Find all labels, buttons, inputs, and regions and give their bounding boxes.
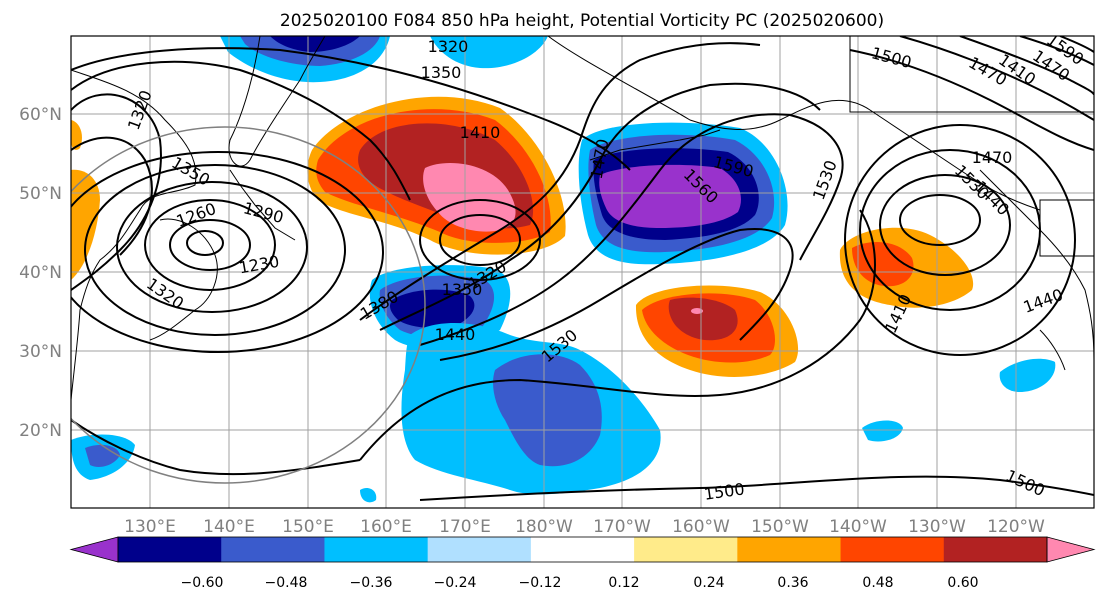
pv-negative-hawaii-east xyxy=(862,420,903,442)
colorbar-swatch xyxy=(427,537,532,562)
lon-label: 170°W xyxy=(593,517,651,537)
pv-negative-south xyxy=(401,322,661,495)
lon-label: 140°E xyxy=(203,517,255,537)
map-area: 1320 1350 1320 1350 1260 1290 1230 1320 … xyxy=(71,36,1094,508)
contour-label: 1350 xyxy=(442,280,483,299)
colorbar-tick-label: 0.12 xyxy=(608,575,639,591)
lon-label: 160°E xyxy=(360,517,412,537)
pv-negative-aleutian xyxy=(578,122,788,265)
colorbar-swatches xyxy=(69,536,1096,563)
lat-label: 20°N xyxy=(19,421,62,441)
colorbar-tick-label: 0.60 xyxy=(947,575,978,591)
lon-label: 150°W xyxy=(751,517,809,537)
lat-label: 30°N xyxy=(19,342,62,362)
colorbar-swatch xyxy=(324,537,429,562)
coast-alaska xyxy=(547,36,1041,211)
colorbar-tick-label: 0.48 xyxy=(862,575,893,591)
colorbar-swatch xyxy=(737,537,842,562)
lon-label: 160°W xyxy=(672,517,730,537)
figure-title: 2025020100 F084 850 hPa height, Potentia… xyxy=(280,11,884,31)
coast-aleutians xyxy=(589,129,721,161)
colorbar-tick-label: −0.12 xyxy=(519,575,562,591)
lat-label: 60°N xyxy=(19,105,62,125)
contour-label: 1350 xyxy=(421,63,462,82)
colorbar-swatch xyxy=(221,537,325,562)
lon-label: 180°W xyxy=(515,517,573,537)
pv-positive-west-edge xyxy=(71,120,100,280)
colorbar-tick-label: −0.36 xyxy=(350,575,393,591)
colorbar-arrow-high xyxy=(1046,536,1096,563)
colorbar-swatch xyxy=(118,537,222,562)
map-inset-box xyxy=(849,36,1094,113)
colorbar-tick-label: −0.24 xyxy=(434,575,477,591)
colorbar-tick-label: 0.36 xyxy=(777,575,808,591)
coast-asia xyxy=(71,69,197,401)
colorbar-outline xyxy=(117,536,1048,563)
contour-label: 1470 xyxy=(972,148,1013,167)
pv-negative-philippines xyxy=(71,434,135,480)
lon-labels: 130°E 140°E 150°E 160°E 170°E 180°W 170°… xyxy=(124,517,1045,537)
coast-japan xyxy=(149,218,218,341)
lon-label: 130°E xyxy=(124,517,176,537)
height-contours xyxy=(71,36,1094,501)
boundary-circle xyxy=(71,126,426,484)
coast-kamchatka xyxy=(228,36,326,167)
colorbar-swatch xyxy=(943,537,1048,562)
contour-label: 1440 xyxy=(435,325,476,344)
colorbar-tick-labels: −0.60 −0.48 −0.36 −0.24 −0.12 0.12 0.24 … xyxy=(181,575,979,591)
pv-negative-small xyxy=(360,488,377,503)
colorbar: −0.60 −0.48 −0.36 −0.24 −0.12 0.12 0.24 … xyxy=(69,536,1096,591)
coast-baja xyxy=(1039,329,1066,371)
colorbar-swatch xyxy=(840,537,945,562)
coast-na-west xyxy=(979,169,1094,361)
lat-labels: 60°N 50°N 40°N 30°N 20°N xyxy=(19,105,62,441)
lon-label: 120°W xyxy=(987,517,1045,537)
pv-negative-north xyxy=(220,36,548,83)
lon-label: 140°W xyxy=(829,517,887,537)
pv-positive-central-pacific xyxy=(635,285,799,377)
lat-label: 50°N xyxy=(19,184,62,204)
lon-label: 130°W xyxy=(908,517,966,537)
coast-kurils xyxy=(229,169,296,241)
colorbar-tick-label: −0.48 xyxy=(265,575,308,591)
colorbar-tick-label: −0.60 xyxy=(181,575,224,591)
pv-negative-baja xyxy=(999,358,1056,392)
lon-label: 150°E xyxy=(282,517,334,537)
lon-label: 170°E xyxy=(439,517,491,537)
colorbar-swatch xyxy=(634,537,738,562)
colorbar-tick-label: 0.24 xyxy=(693,575,724,591)
lat-label: 40°N xyxy=(19,263,62,283)
map-frame xyxy=(70,35,1095,509)
colorbar-swatch xyxy=(530,537,635,562)
coastlines xyxy=(71,36,1094,401)
contour-label: 1320 xyxy=(428,37,469,56)
colorbar-arrow-low xyxy=(69,536,119,563)
contour-label: 1410 xyxy=(460,123,501,142)
